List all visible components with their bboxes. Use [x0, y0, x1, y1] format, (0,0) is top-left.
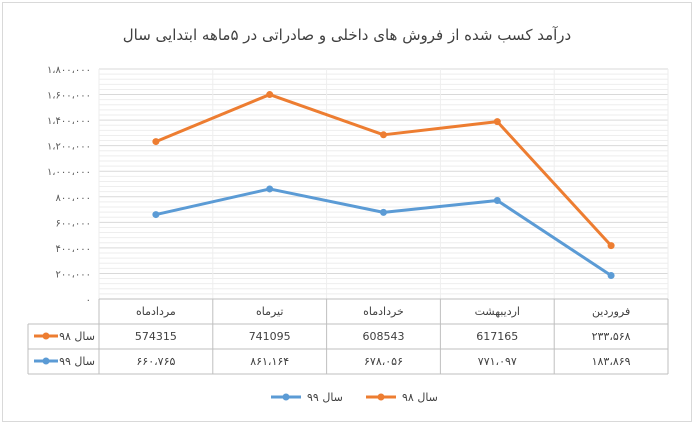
table-series-key-marker: [42, 357, 50, 365]
y-tick-label: ۸۰۰،۰۰۰: [56, 193, 91, 204]
table-value: ۷۷۱،۰۹۷: [478, 355, 517, 368]
chart-title: درآمد کسب شده از فروش های داخلی و صادرات…: [123, 26, 571, 44]
data-point: [380, 208, 387, 216]
table-series-name: سال ۹۸: [59, 330, 95, 343]
y-tick-label: ۲۰۰،۰۰۰: [56, 269, 91, 280]
series-line: [154, 93, 613, 248]
data-point: [493, 196, 501, 204]
table-series-key-marker: [42, 332, 50, 340]
y-tick-label: ۱،۶۰۰،۰۰۰: [47, 91, 91, 102]
category-label: اردیبهشت: [475, 305, 520, 318]
category-label: تیرماه: [256, 305, 283, 318]
table-value: 741095: [249, 330, 291, 343]
table-value: 617165: [476, 330, 518, 343]
table-series-name: سال ۹۹: [59, 355, 95, 368]
y-tick-label: ۱،۰۰۰،۰۰۰: [47, 167, 91, 178]
legend-marker: [282, 393, 290, 401]
category-label: فروردین: [592, 305, 630, 318]
gridlines: [98, 68, 669, 300]
data-table: مردادماه تیرماه خردادماه اردیبهشت فروردین سال…: [27, 298, 669, 375]
data-point: [266, 91, 274, 99]
data-point: [152, 138, 160, 146]
table-value: ۱۸۳،۸۶۹: [592, 355, 631, 368]
data-point: [380, 131, 387, 139]
table-value: 574315: [135, 330, 177, 343]
y-tick-label: ۶۰۰،۰۰۰: [56, 218, 91, 229]
y-tick-label: ۰: [86, 295, 91, 306]
y-tick-label: ۴۰۰،۰۰۰: [56, 244, 91, 255]
legend-marker: [377, 393, 385, 401]
y-tick-label: ۱،۲۰۰،۰۰۰: [47, 142, 91, 153]
data-point: [152, 211, 160, 219]
table-value: 608543: [363, 330, 405, 343]
y-tick-label: ۱،۴۰۰،۰۰۰: [47, 116, 91, 127]
line-chart: درآمد کسب شده از فروش های داخلی و صادرات…: [27, 26, 669, 404]
series-lines: [152, 91, 615, 280]
data-point: [266, 185, 274, 193]
legend: سال ۹۹ سال ۹۸: [271, 391, 438, 404]
table-value: ۶۷۸،۰۵۶: [364, 355, 403, 368]
data-point: [493, 118, 501, 126]
table-value: ۲۳۳،۵۶۸: [592, 330, 631, 343]
legend-label: سال ۹۸: [402, 391, 438, 404]
data-point: [607, 242, 615, 250]
category-label: خردادماه: [363, 305, 404, 318]
category-label: مردادماه: [136, 305, 176, 318]
table-value: ۶۶۰،۷۶۵: [136, 355, 175, 368]
y-tick-label: ۱،۸۰۰،۰۰۰: [47, 65, 91, 76]
y-axis-ticks: ۱،۸۰۰،۰۰۰ ۱،۶۰۰،۰۰۰ ۱،۴۰۰،۰۰۰ ۱،۲۰۰،۰۰۰ ۱،۰۰…: [47, 65, 91, 306]
legend-label: سال ۹۹: [307, 391, 343, 404]
table-value: ۸۶۱،۱۶۴: [250, 355, 289, 368]
data-point: [607, 272, 615, 280]
